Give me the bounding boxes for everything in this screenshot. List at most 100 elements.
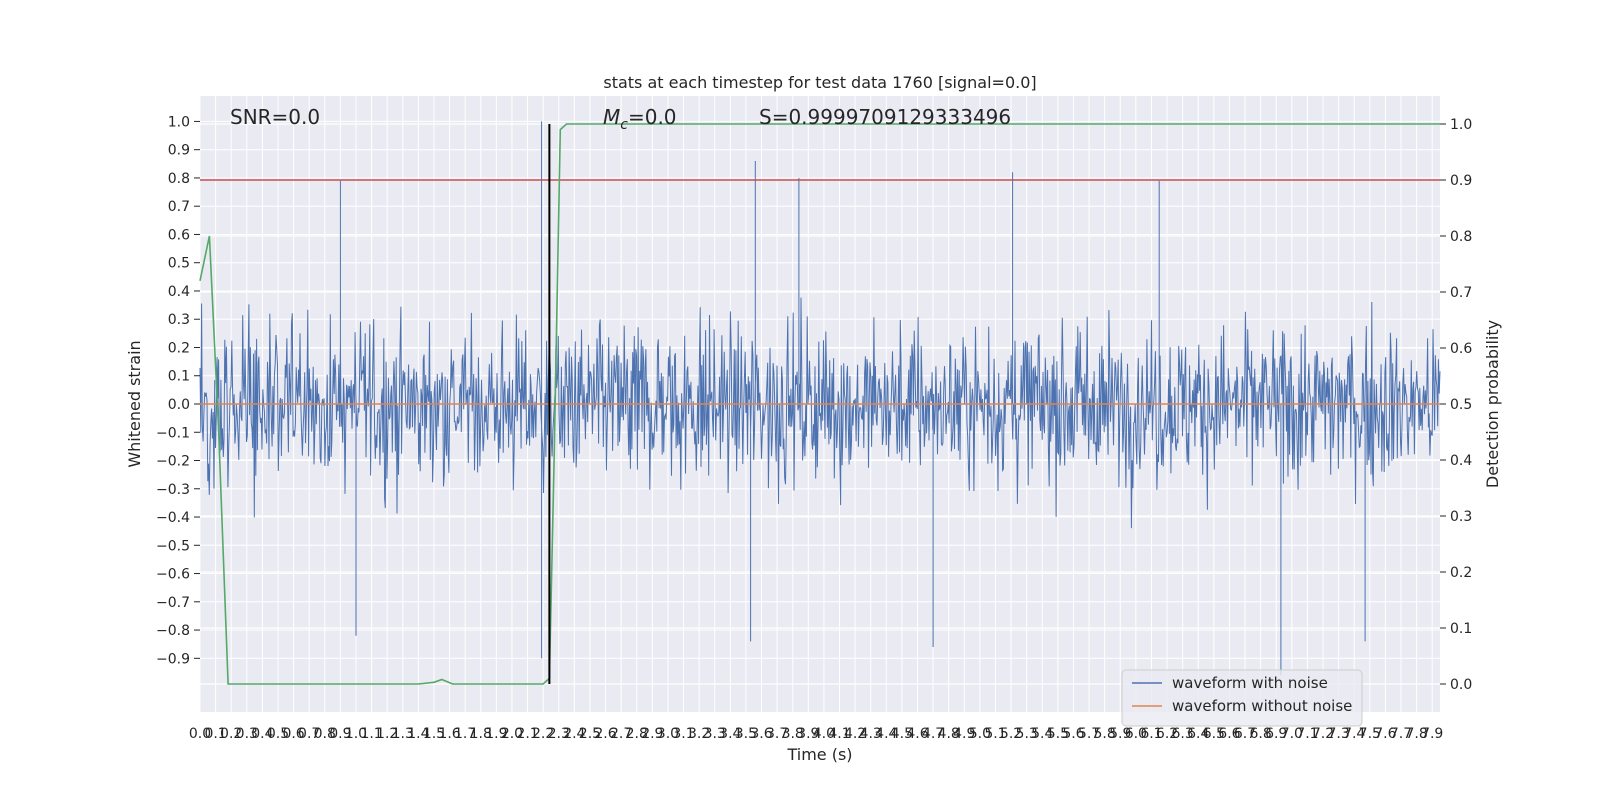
x-tick-label: 2.7 [610, 726, 632, 742]
x-tick-label: 2.2 [532, 726, 554, 742]
y-tick-label-right: 0.2 [1450, 565, 1472, 581]
y-tick-label-left: −0.5 [156, 538, 190, 554]
x-tick-label: 4.3 [860, 726, 882, 742]
y-tick-label-left: −0.2 [156, 454, 190, 470]
x-tick-label: 5.1 [984, 726, 1006, 742]
x-tick-label: 6.5 [1203, 726, 1225, 742]
s-annotation: S=0.9999709129333496 [759, 105, 1011, 129]
x-tick-label: 1.3 [392, 726, 414, 742]
x-tick-label: 7.3 [1327, 726, 1349, 742]
y-tick-label-right: 0.1 [1450, 621, 1472, 637]
x-tick-label: 3.8 [782, 726, 804, 742]
x-tick-label: 4.7 [922, 726, 944, 742]
y-tick-label-left: −0.9 [156, 651, 190, 667]
x-tick-label: 5.5 [1047, 726, 1069, 742]
chirp-mass-subscript: c [620, 117, 628, 133]
y-tick-label-left: 0.7 [168, 199, 190, 215]
series-waveform-with-noise [199, 121, 1441, 676]
x-tick-label: 7.5 [1359, 726, 1381, 742]
y-tick-label-left: 0.2 [168, 340, 190, 356]
x-tick-label: 1.7 [454, 726, 476, 742]
chirp-mass-value: =0.0 [628, 105, 677, 129]
y-tick-label-right: 0.0 [1450, 677, 1472, 693]
y-tick-label-left: −0.1 [156, 425, 190, 441]
y-tick-label-left: −0.3 [156, 482, 190, 498]
x-tick-label: 4.4 [875, 726, 897, 742]
y-tick-label-left: 0.9 [168, 143, 190, 159]
x-axis-label: Time (s) [786, 745, 852, 764]
x-tick-label: 4.2 [844, 726, 866, 742]
x-tick-label: 3.5 [735, 726, 757, 742]
x-tick-label: 2.9 [641, 726, 663, 742]
y-tick-label-left: −0.4 [156, 510, 190, 526]
x-tick-label: 0.1 [204, 726, 226, 742]
x-tick-label: 6.3 [1172, 726, 1194, 742]
legend-box [1121, 669, 1363, 727]
x-tick-label: 4.5 [891, 726, 913, 742]
x-tick-label: 3.4 [719, 726, 741, 742]
x-tick-label: 3.9 [797, 726, 819, 742]
x-tick-label: 1.1 [360, 726, 382, 742]
x-tick-label: 6.1 [1140, 726, 1162, 742]
x-tick-label: 5.0 [969, 726, 991, 742]
y-tick-label-left: 0.5 [168, 256, 190, 272]
x-tick-label: 4.8 [938, 726, 960, 742]
chirp-mass-annotation: Mc=0.0 [603, 105, 677, 133]
y-tick-label-right: 0.8 [1450, 229, 1472, 245]
x-tick-label: 3.3 [704, 726, 726, 742]
y-tick-label-left: 0.4 [168, 284, 190, 300]
x-tick-label: 2.8 [626, 726, 648, 742]
y-tick-label-right: 0.4 [1450, 453, 1472, 469]
y-tick-label-left: 0.3 [168, 312, 190, 328]
y-axis-label-right: Detection probability [1483, 320, 1502, 488]
x-tick-label: 2.5 [579, 726, 601, 742]
x-tick-label: 5.4 [1031, 726, 1053, 742]
x-tick-label: 7.4 [1343, 726, 1365, 742]
x-tick-label: 7.9 [1421, 726, 1443, 742]
waveform-with-noise-line [199, 121, 1441, 676]
x-tick-label: 5.3 [1016, 726, 1038, 742]
x-tick-label: 1.5 [423, 726, 445, 742]
x-tick-label: 2.6 [594, 726, 616, 742]
x-tick-label: 0.8 [314, 726, 336, 742]
x-tick-label: 6.9 [1265, 726, 1287, 742]
x-tick-label: 1.4 [407, 726, 429, 742]
y-tick-label-left: 1.0 [168, 114, 190, 130]
x-tick-label: 0.9 [329, 726, 351, 742]
series-lines [199, 123, 1440, 685]
x-tick-label: 5.6 [1062, 726, 1084, 742]
x-tick-label: 3.1 [672, 726, 694, 742]
legend-label-clean: waveform without noise [1172, 697, 1352, 715]
x-tick-label: 3.0 [657, 726, 679, 742]
x-tick-label: 5.7 [1078, 726, 1100, 742]
x-tick-label: 2.0 [501, 726, 523, 742]
y-tick-label-right: 0.7 [1450, 285, 1472, 301]
x-tick-label: 6.0 [1125, 726, 1147, 742]
x-tick-label: 7.0 [1281, 726, 1303, 742]
x-tick-label: 3.7 [766, 726, 788, 742]
y-tick-label-left: −0.7 [156, 595, 190, 611]
x-tick-label: 4.0 [813, 726, 835, 742]
x-tick-label: 0.7 [298, 726, 320, 742]
x-tick-label: 6.7 [1234, 726, 1256, 742]
x-tick-label: 6.8 [1249, 726, 1271, 742]
x-tick-label: 2.3 [548, 726, 570, 742]
x-tick-label: 1.2 [376, 726, 398, 742]
y-axis-label-left: Whitened strain [125, 340, 144, 467]
y-tick-label-right: 1.0 [1450, 117, 1472, 133]
y-tick-label-left: −0.8 [156, 623, 190, 639]
x-tick-label: 3.6 [750, 726, 772, 742]
x-tick-label: 2.4 [563, 726, 585, 742]
y-tick-label-left: 0.1 [168, 369, 190, 385]
x-tick-label: 5.2 [1000, 726, 1022, 742]
x-tick-label: 0.0 [189, 726, 211, 742]
x-tick-label: 2.1 [516, 726, 538, 742]
x-tick-label: 4.9 [953, 726, 975, 742]
x-tick-label: 7.1 [1296, 726, 1318, 742]
y-tick-label-right: 0.6 [1450, 341, 1472, 357]
x-tick-label: 0.4 [251, 726, 273, 742]
x-tick-label: 0.6 [282, 726, 304, 742]
x-tick-label: 6.2 [1156, 726, 1178, 742]
x-tick-label: 1.6 [438, 726, 460, 742]
